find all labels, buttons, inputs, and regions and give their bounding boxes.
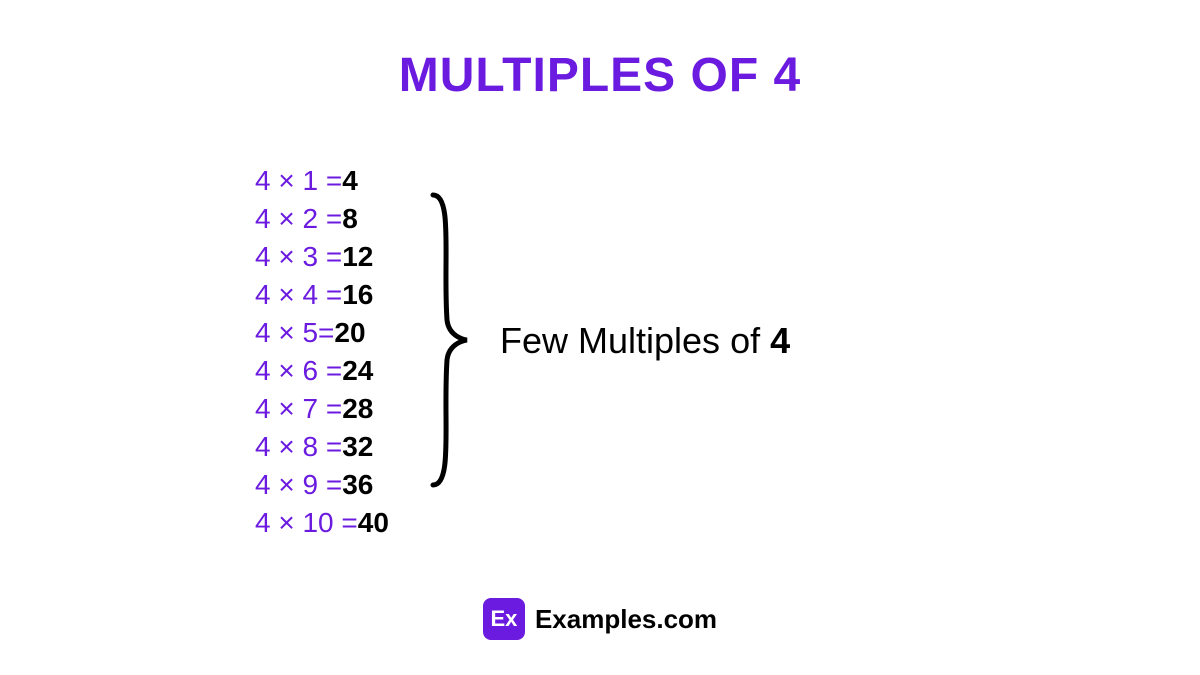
brand-label: Examples.com [535,604,717,635]
equation-row: 4 × 9 = 36 [255,469,389,501]
footer-branding: Ex Examples.com [0,598,1200,640]
equation-expression: 4 × 2 = [255,203,342,235]
equation-row: 4 × 6 = 24 [255,355,389,387]
equation-row: 4 × 2 = 8 [255,203,389,235]
equation-expression: 4 × 10 = [255,507,358,539]
equation-expression: 4 × 8 = [255,431,342,463]
curly-brace-icon [425,190,475,490]
brand-badge-icon: Ex [483,598,525,640]
equation-row: 4 × 5= 20 [255,317,389,349]
equation-result: 36 [342,469,373,501]
equation-result: 16 [342,279,373,311]
equation-result: 24 [342,355,373,387]
annotation-label: Few Multiples of 4 [500,320,790,362]
equation-row: 4 × 8 = 32 [255,431,389,463]
equation-result: 28 [342,393,373,425]
equation-row: 4 × 7 = 28 [255,393,389,425]
page-title: MULTIPLES OF 4 [0,48,1200,103]
equation-list: 4 × 1 = 4 4 × 2 = 8 4 × 3 = 12 4 × 4 = 1… [255,165,389,539]
equation-row: 4 × 1 = 4 [255,165,389,197]
equation-result: 12 [342,241,373,273]
equation-result: 20 [334,317,365,349]
equation-result: 40 [358,507,389,539]
equation-row: 4 × 3 = 12 [255,241,389,273]
brace-path [433,195,467,485]
equation-expression: 4 × 7 = [255,393,342,425]
annotation-bold: 4 [770,320,790,361]
equation-expression: 4 × 5= [255,317,334,349]
equation-expression: 4 × 3 = [255,241,342,273]
equation-result: 4 [342,165,358,197]
equation-result: 32 [342,431,373,463]
equation-expression: 4 × 4 = [255,279,342,311]
equation-expression: 4 × 9 = [255,469,342,501]
equation-expression: 4 × 1 = [255,165,342,197]
equation-result: 8 [342,203,358,235]
equation-expression: 4 × 6 = [255,355,342,387]
annotation-prefix: Few Multiples of [500,320,770,361]
equation-row: 4 × 10 = 40 [255,507,389,539]
equation-row: 4 × 4 = 16 [255,279,389,311]
